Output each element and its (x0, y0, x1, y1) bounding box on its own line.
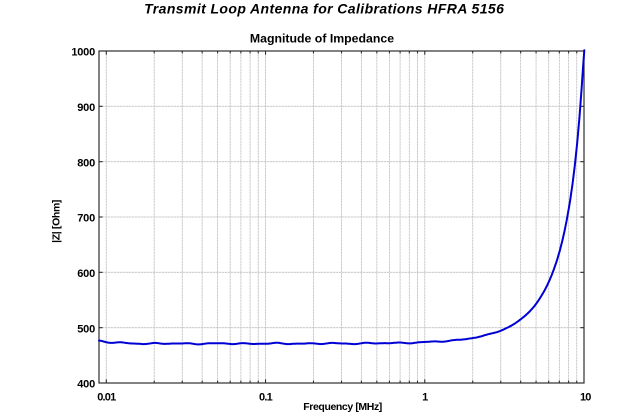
svg-text:600: 600 (77, 268, 95, 280)
svg-text:1000: 1000 (71, 47, 95, 59)
svg-text:Transmit Loop Antenna for Cali: Transmit Loop Antenna for Calibrations H… (144, 1, 504, 17)
svg-text:400: 400 (77, 379, 95, 391)
svg-text:Magnitude of Impedance: Magnitude of Impedance (250, 32, 394, 46)
svg-text:800: 800 (77, 157, 95, 169)
svg-text:Frequency [MHz]: Frequency [MHz] (303, 401, 382, 413)
svg-text:1: 1 (422, 391, 428, 403)
svg-text:10: 10 (580, 391, 591, 403)
svg-text:0.1: 0.1 (259, 391, 273, 403)
svg-text:900: 900 (77, 102, 95, 114)
svg-text:|Z| [Ohm]: |Z| [Ohm] (51, 200, 63, 243)
svg-text:500: 500 (77, 323, 95, 335)
svg-text:700: 700 (77, 213, 95, 225)
svg-text:0.01: 0.01 (97, 391, 116, 403)
